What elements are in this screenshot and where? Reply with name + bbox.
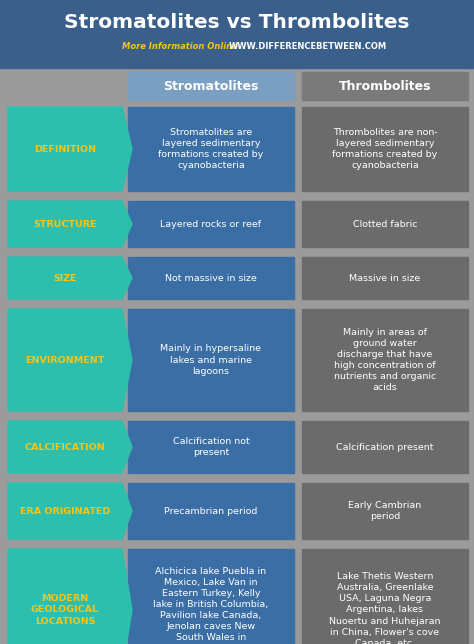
Bar (128, 309, 294, 411)
Text: Thrombolites are non-
layered sedimentary
formations created by
cyanobacteria: Thrombolites are non- layered sedimentar… (332, 128, 438, 170)
Text: Lake Thetis Western
Australia, Greenlake
USA, Laguna Negra
Argentina, lakes
Nuoe: Lake Thetis Western Australia, Greenlake… (329, 573, 441, 644)
Polygon shape (8, 421, 132, 473)
Text: Mainly in hypersaline
lakes and marine
lagoons: Mainly in hypersaline lakes and marine l… (161, 345, 262, 375)
Text: Not massive in size: Not massive in size (165, 274, 257, 283)
Text: DEFINITION: DEFINITION (34, 144, 96, 153)
Bar (0, 0, 474, 68)
Text: Mainly in areas of
ground water
discharge that have
high concentration of
nutrie: Mainly in areas of ground water discharg… (334, 328, 436, 392)
Bar (128, 72, 294, 100)
Text: MODERN
GEOLOGICAL
LOCATIONS: MODERN GEOLOGICAL LOCATIONS (31, 594, 99, 625)
Text: Clotted fabric: Clotted fabric (353, 220, 417, 229)
Bar (302, 257, 468, 299)
Bar (302, 483, 468, 539)
Bar (302, 421, 468, 473)
Text: Massive in size: Massive in size (349, 274, 420, 283)
Text: More Information Online: More Information Online (122, 41, 238, 50)
Text: CALCIFICATION: CALCIFICATION (25, 442, 105, 451)
Text: Calcification present: Calcification present (336, 442, 434, 451)
Polygon shape (8, 483, 132, 539)
Bar (302, 107, 468, 191)
Text: Stromatolites: Stromatolites (164, 79, 259, 93)
Text: ERA ORIGINATED: ERA ORIGINATED (20, 506, 110, 515)
Polygon shape (8, 107, 132, 191)
Text: Thrombolites: Thrombolites (339, 79, 431, 93)
Text: Calcification not
present: Calcification not present (173, 437, 249, 457)
Text: SIZE: SIZE (53, 274, 77, 283)
Bar (302, 309, 468, 411)
Text: Alchicica lake Puebla in
Mexico, Lake Van in
Eastern Turkey, Kelly
lake in Briti: Alchicica lake Puebla in Mexico, Lake Va… (154, 567, 269, 644)
Text: Stromatolites vs Thrombolites: Stromatolites vs Thrombolites (64, 12, 410, 32)
Text: STRUCTURE: STRUCTURE (33, 220, 97, 229)
Polygon shape (8, 309, 132, 411)
Bar (302, 72, 468, 100)
Bar (128, 107, 294, 191)
Text: Layered rocks or reef: Layered rocks or reef (160, 220, 262, 229)
Text: Early Cambrian
period: Early Cambrian period (348, 501, 422, 521)
Bar (128, 257, 294, 299)
Text: WWW.DIFFERENCEBETWEEN.COM: WWW.DIFFERENCEBETWEEN.COM (229, 41, 387, 50)
Bar (128, 483, 294, 539)
Polygon shape (8, 257, 132, 299)
Text: ENVIRONMENT: ENVIRONMENT (25, 355, 105, 365)
Bar (128, 421, 294, 473)
Bar (128, 549, 294, 644)
Text: Stromatolites are
layered sedimentary
formations created by
cyanobacteria: Stromatolites are layered sedimentary fo… (158, 128, 264, 170)
Polygon shape (8, 201, 132, 247)
Bar (302, 201, 468, 247)
Bar (128, 201, 294, 247)
Bar (302, 549, 468, 644)
Text: Precambrian period: Precambrian period (164, 506, 258, 515)
Polygon shape (8, 549, 132, 644)
